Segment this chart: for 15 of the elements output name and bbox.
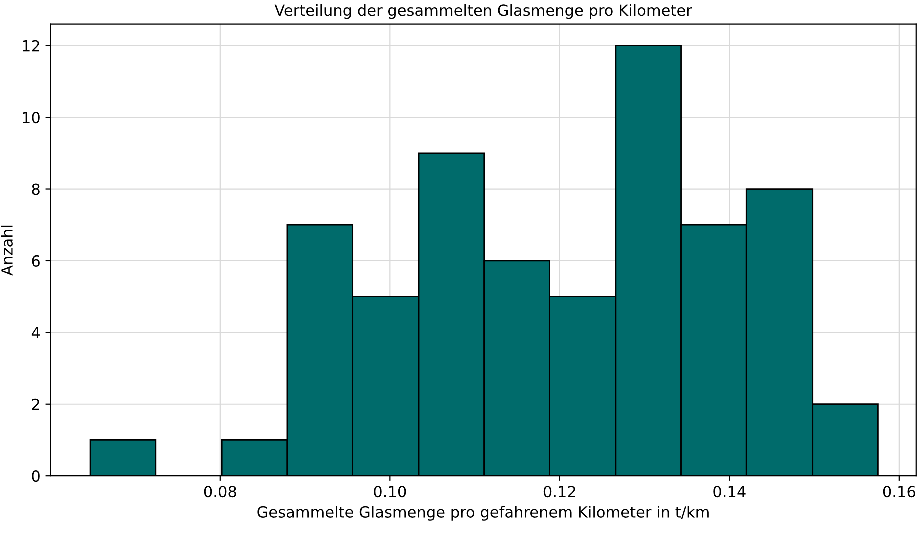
x-tick-label: 0.12 — [544, 486, 576, 498]
x-axis-title: Gesammelte Glasmenge pro gefahrenem Kilometer in t/km — [258, 506, 709, 521]
y-tick-label: 6 — [32, 255, 40, 267]
y-tick-label: 8 — [32, 184, 40, 196]
y-tick-label: 4 — [32, 327, 40, 338]
x-tick-label: 0.16 — [883, 486, 916, 498]
x-tick-label: 0.08 — [204, 486, 236, 498]
y-tick-label: 10 — [23, 112, 40, 124]
y-tick-label: 2 — [32, 398, 40, 410]
chart-title: Verteilung der gesammelten Glasmenge pro Kilometer — [274, 4, 692, 20]
x-tick-label: 0.10 — [374, 486, 406, 498]
y-axis-title: Anzahl — [1, 226, 13, 276]
y-tick-label: 0 — [32, 470, 40, 482]
y-tick-label: 12 — [23, 40, 40, 52]
x-tick-label: 0.14 — [714, 486, 746, 498]
